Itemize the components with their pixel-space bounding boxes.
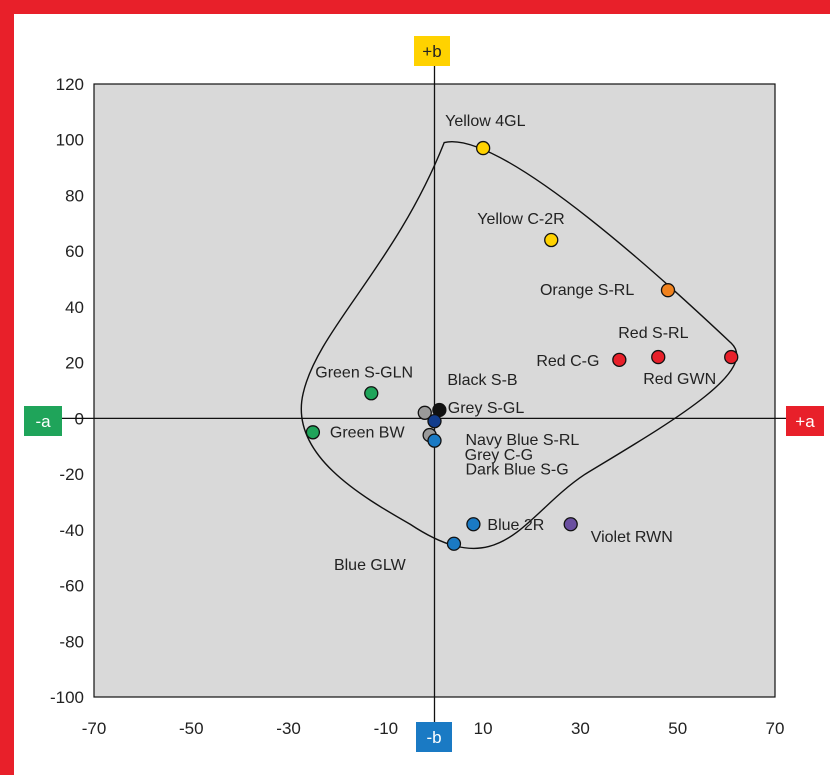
point-blue-2r	[466, 517, 481, 532]
y-tick-label: 120	[56, 75, 84, 94]
label-orange-s-rl: Orange S-RL	[540, 282, 634, 299]
label-dark-blue-s-g: Dark Blue S-G	[466, 462, 569, 479]
label-black-s-b: Black S-B	[447, 372, 517, 389]
pos-b-badge: +b	[414, 36, 450, 66]
point-green-bw	[305, 425, 321, 440]
neg-b-badge: -b	[416, 722, 452, 752]
label-yellow-c-2r: Yellow C-2R	[477, 211, 564, 228]
label-yellow-4gl: Yellow 4GL	[445, 113, 525, 130]
y-tick-label: 20	[65, 354, 84, 373]
point-red-s-rl	[651, 349, 666, 365]
label-green-s-gln: Green S-GLN	[315, 364, 413, 381]
point-yellow-c-2r	[544, 232, 559, 248]
y-tick-label: -80	[59, 632, 84, 651]
label-grey-s-gl: Grey S-GL	[448, 400, 525, 417]
data-point-labels: Yellow 4GL Yellow C-2R Orange S-RL Red S-RL…	[315, 113, 716, 574]
point-violet-rwn	[563, 517, 578, 532]
label-red-s-rl: Red S-RL	[618, 325, 688, 342]
x-tick-label: -30	[276, 719, 301, 738]
y-tick-label: -20	[59, 465, 84, 484]
label-green-bw: Green BW	[330, 424, 406, 441]
neg-a-badge: -a	[24, 406, 62, 436]
y-tick-label: 60	[65, 242, 84, 261]
label-navy-blue-s-rl: Navy Blue S-RL	[466, 432, 580, 449]
frame-left-bar	[0, 0, 14, 775]
point-green-s-gln	[364, 386, 379, 401]
x-tick-label: -70	[82, 719, 107, 738]
y-tick-label: 80	[65, 186, 84, 205]
point-red-gwn	[724, 349, 739, 365]
point-yellow-4gl	[475, 140, 491, 156]
neg-a-label: -a	[35, 412, 51, 431]
pos-a-label: +a	[795, 412, 815, 431]
label-blue-glw: Blue GLW	[334, 557, 407, 574]
point-navy-blue-s-rl	[427, 413, 442, 429]
label-blue-2r: Blue 2R	[487, 517, 544, 534]
pos-b-label: +b	[422, 42, 441, 61]
label-violet-rwn: Violet RWN	[591, 529, 673, 546]
point-orange-s-rl	[660, 283, 676, 298]
frame-top-bar	[0, 0, 830, 14]
x-tick-label: 30	[571, 719, 590, 738]
point-grey-s-gl	[417, 405, 432, 420]
label-red-gwn: Red GWN	[643, 371, 716, 388]
x-tick-label: 70	[766, 719, 785, 738]
point-dark-blue-s-g	[427, 433, 442, 448]
y-tick-label: -100	[50, 688, 84, 707]
x-tick-label: -50	[179, 719, 204, 738]
x-tick-label: -10	[374, 719, 399, 738]
y-tick-label: 40	[65, 298, 84, 317]
y-tick-label: -40	[59, 521, 84, 540]
x-tick-label: 10	[474, 719, 493, 738]
x-tick-label: 50	[668, 719, 687, 738]
neg-b-label: -b	[426, 728, 441, 747]
x-tick-labels: -70 -50 -30 -10 10 30 50 70	[82, 719, 785, 738]
y-tick-label: 100	[56, 131, 84, 150]
data-points	[305, 140, 739, 551]
label-grey-c-g: Grey C-G	[465, 447, 533, 464]
point-red-c-g	[612, 352, 627, 368]
label-red-c-g: Red C-G	[536, 353, 599, 370]
pos-a-badge: +a	[786, 406, 824, 436]
point-blue-glw	[446, 536, 462, 551]
y-tick-label: -60	[59, 577, 84, 596]
